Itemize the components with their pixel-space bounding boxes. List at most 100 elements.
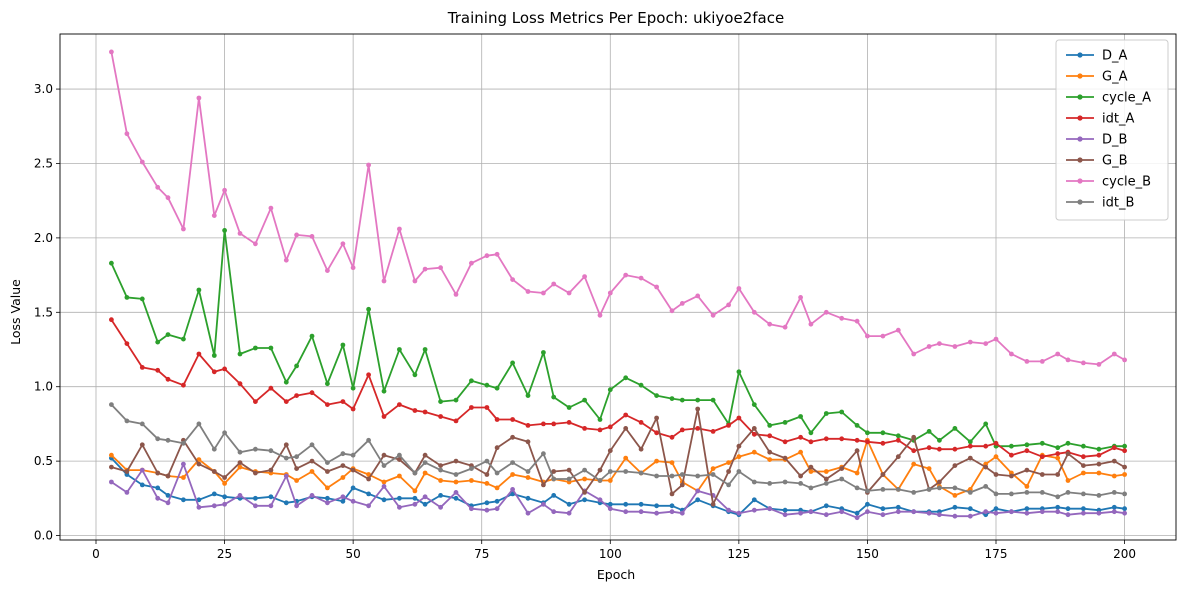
data-point-cycle-a bbox=[623, 375, 629, 381]
data-point-g-a bbox=[325, 485, 330, 491]
data-point-idt-a bbox=[381, 414, 387, 419]
data-point-d-b bbox=[736, 510, 742, 516]
data-point-cycle-b bbox=[726, 302, 731, 308]
data-point-idt-a bbox=[181, 382, 186, 388]
data-point-g-b bbox=[751, 426, 757, 431]
data-point-idt-a bbox=[654, 430, 659, 436]
data-point-idt-a bbox=[325, 402, 330, 407]
data-point-g-b bbox=[937, 479, 942, 485]
data-point-idt-b bbox=[710, 472, 716, 477]
series-line-d-b bbox=[110, 463, 1125, 519]
data-point-idt-b bbox=[1055, 494, 1061, 500]
data-point-g-b bbox=[340, 463, 346, 468]
data-point-cycle-b bbox=[438, 265, 443, 271]
data-point-d-b bbox=[823, 512, 829, 518]
data-point-cycle-a bbox=[340, 342, 346, 348]
data-point-idt-b bbox=[967, 490, 973, 495]
data-point-g-a bbox=[1081, 470, 1086, 476]
x-axis-ticks: 0 25 50 75 100 125 150 175 200 bbox=[92, 540, 1136, 561]
data-point-d-b bbox=[381, 484, 387, 489]
y-tick-label: 0.0 bbox=[34, 529, 53, 543]
data-point-cycle-b bbox=[967, 339, 973, 345]
data-point-cycle-a bbox=[181, 336, 186, 342]
data-point-cycle-a bbox=[268, 345, 274, 351]
data-point-cycle-a bbox=[808, 430, 814, 436]
data-point-g-b bbox=[551, 469, 557, 474]
data-point-d-a bbox=[325, 495, 330, 501]
data-point-cycle-b bbox=[124, 131, 130, 137]
data-point-d-a bbox=[525, 495, 531, 501]
data-point-idt-b bbox=[854, 485, 860, 491]
data-point-d-a bbox=[453, 495, 459, 501]
data-point-idt-a bbox=[422, 409, 428, 415]
data-point-idt-a bbox=[155, 367, 161, 373]
data-point-d-b bbox=[268, 503, 274, 509]
data-point-d-a bbox=[211, 491, 217, 497]
legend-label: cycle_A bbox=[1102, 91, 1151, 106]
data-point-idt-b bbox=[155, 436, 161, 442]
data-point-g-b bbox=[222, 475, 228, 480]
data-point-g-a bbox=[993, 454, 999, 460]
data-point-g-a bbox=[438, 478, 443, 483]
data-point-idt-a bbox=[438, 414, 443, 419]
data-point-cycle-a bbox=[525, 393, 531, 398]
legend-item-idt-a: idt_A bbox=[1066, 112, 1134, 127]
data-point-cycle-a bbox=[1024, 442, 1030, 448]
data-point-d-a bbox=[967, 506, 973, 512]
data-point-cycle-b bbox=[366, 162, 371, 168]
data-point-cycle-a bbox=[453, 397, 459, 403]
data-point-cycle-a bbox=[751, 402, 757, 407]
data-point-cycle-a bbox=[196, 287, 202, 293]
data-point-idt-a bbox=[237, 381, 243, 387]
data-point-g-b bbox=[654, 415, 659, 421]
data-point-g-b bbox=[736, 443, 742, 449]
data-point-idt-a bbox=[1122, 448, 1127, 454]
data-point-g-a bbox=[767, 457, 773, 462]
data-point-g-b bbox=[438, 463, 443, 468]
data-point-g-b bbox=[155, 470, 161, 476]
data-point-idt-b bbox=[895, 487, 901, 492]
data-point-d-a bbox=[340, 498, 346, 504]
data-point-d-a bbox=[438, 493, 443, 498]
data-point-idt-b bbox=[880, 487, 886, 492]
legend-label: cycle_B bbox=[1102, 175, 1151, 190]
data-point-g-a bbox=[669, 460, 675, 465]
data-point-cycle-b bbox=[983, 341, 989, 346]
data-point-d-b bbox=[695, 488, 701, 494]
plot-frame bbox=[59, 33, 1177, 541]
data-point-idt-b bbox=[952, 485, 958, 491]
data-point-d-a bbox=[654, 503, 659, 509]
data-point-d-a bbox=[165, 493, 171, 498]
data-point-idt-b bbox=[1122, 491, 1127, 497]
data-point-idt-b bbox=[196, 421, 202, 427]
data-point-g-a bbox=[911, 461, 917, 467]
data-point-d-b bbox=[597, 497, 603, 503]
data-point-cycle-b bbox=[469, 260, 474, 266]
data-point-cycle-b bbox=[679, 301, 685, 306]
legend-swatch-marker bbox=[1077, 73, 1083, 79]
data-point-g-b bbox=[880, 472, 886, 477]
data-point-cycle-b bbox=[268, 205, 274, 211]
data-point-cycle-b bbox=[808, 321, 814, 327]
data-point-d-b bbox=[926, 510, 932, 516]
data-point-d-b bbox=[967, 513, 973, 519]
data-point-d-b bbox=[854, 515, 860, 521]
data-point-g-a bbox=[381, 479, 387, 485]
data-point-g-b bbox=[911, 434, 917, 440]
data-point-idt-a bbox=[1024, 448, 1030, 454]
data-point-d-b bbox=[607, 506, 613, 512]
data-point-d-a bbox=[1024, 506, 1030, 512]
data-point-cycle-a bbox=[541, 350, 546, 355]
data-point-idt-b bbox=[1065, 490, 1071, 495]
data-point-idt-b bbox=[469, 466, 474, 471]
data-point-g-b bbox=[1111, 458, 1117, 464]
legend-item-idt-b: idt_B bbox=[1066, 196, 1134, 211]
x-tick-label: 100 bbox=[599, 547, 622, 561]
data-point-cycle-a bbox=[710, 397, 716, 403]
data-point-idt-a bbox=[294, 393, 299, 398]
data-point-idt-a bbox=[397, 402, 402, 407]
data-point-g-b bbox=[823, 476, 829, 482]
data-point-cycle-a bbox=[1065, 440, 1071, 446]
data-point-g-b bbox=[1122, 464, 1127, 470]
